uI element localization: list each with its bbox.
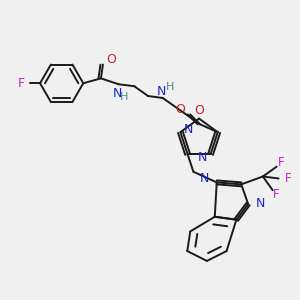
Text: F: F: [284, 172, 291, 185]
Text: O: O: [106, 53, 116, 66]
Text: F: F: [278, 156, 285, 169]
Text: O: O: [176, 103, 185, 116]
Text: N: N: [200, 172, 209, 185]
Text: F: F: [273, 188, 280, 201]
Text: N: N: [157, 85, 167, 98]
Text: N: N: [256, 197, 266, 211]
Text: F: F: [18, 77, 26, 90]
Text: N: N: [198, 151, 207, 164]
Text: H: H: [165, 82, 174, 92]
Text: N: N: [113, 87, 122, 100]
Text: H: H: [120, 92, 129, 102]
Text: N: N: [184, 123, 193, 136]
Text: O: O: [194, 104, 204, 117]
